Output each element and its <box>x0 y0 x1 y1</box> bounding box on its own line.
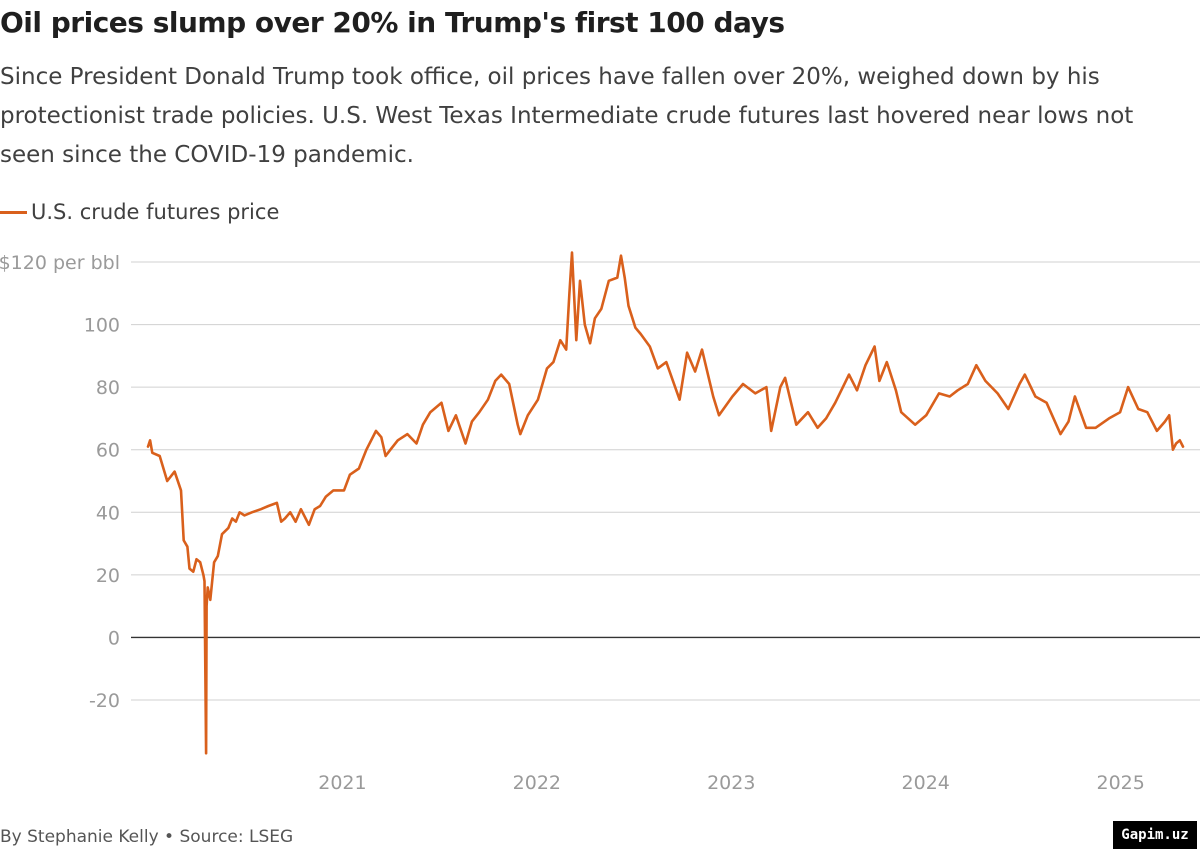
y-tick-label: -20 <box>89 690 120 712</box>
y-tick-label: 0 <box>108 627 120 649</box>
x-tick-label: 2022 <box>513 772 561 794</box>
y-axis-labels: $120 per bbl 100 80 60 40 20 0 -20 <box>0 252 120 712</box>
y-tick-label: 20 <box>96 565 120 587</box>
chart-title: Oil prices slump over 20% in Trump's fir… <box>0 6 785 39</box>
watermark-badge: Gapim.uz <box>1113 821 1197 849</box>
x-tick-label: 2024 <box>902 772 950 794</box>
y-tick-label: $120 per bbl <box>0 252 120 274</box>
x-tick-label: 2021 <box>318 772 366 794</box>
x-axis-labels: 2021 2022 2023 2024 2025 <box>318 772 1145 794</box>
source-credit: By Stephanie Kelly • Source: LSEG <box>0 827 294 847</box>
grid-layer <box>131 261 1200 701</box>
series-line-crude-futures <box>146 251 1185 755</box>
y-tick-label: 80 <box>96 377 120 399</box>
chart-legend: U.S. crude futures price <box>0 197 279 227</box>
legend-swatch <box>0 210 27 214</box>
x-tick-label: 2023 <box>707 772 755 794</box>
series-layer <box>146 251 1185 755</box>
y-tick-label: 60 <box>96 440 120 462</box>
y-tick-label: 40 <box>96 502 120 524</box>
legend-label: U.S. crude futures price <box>31 200 280 224</box>
y-tick-label: 100 <box>84 315 120 337</box>
chart-subtitle: Since President Donald Trump took office… <box>0 64 1134 168</box>
x-tick-label: 2025 <box>1096 772 1144 794</box>
